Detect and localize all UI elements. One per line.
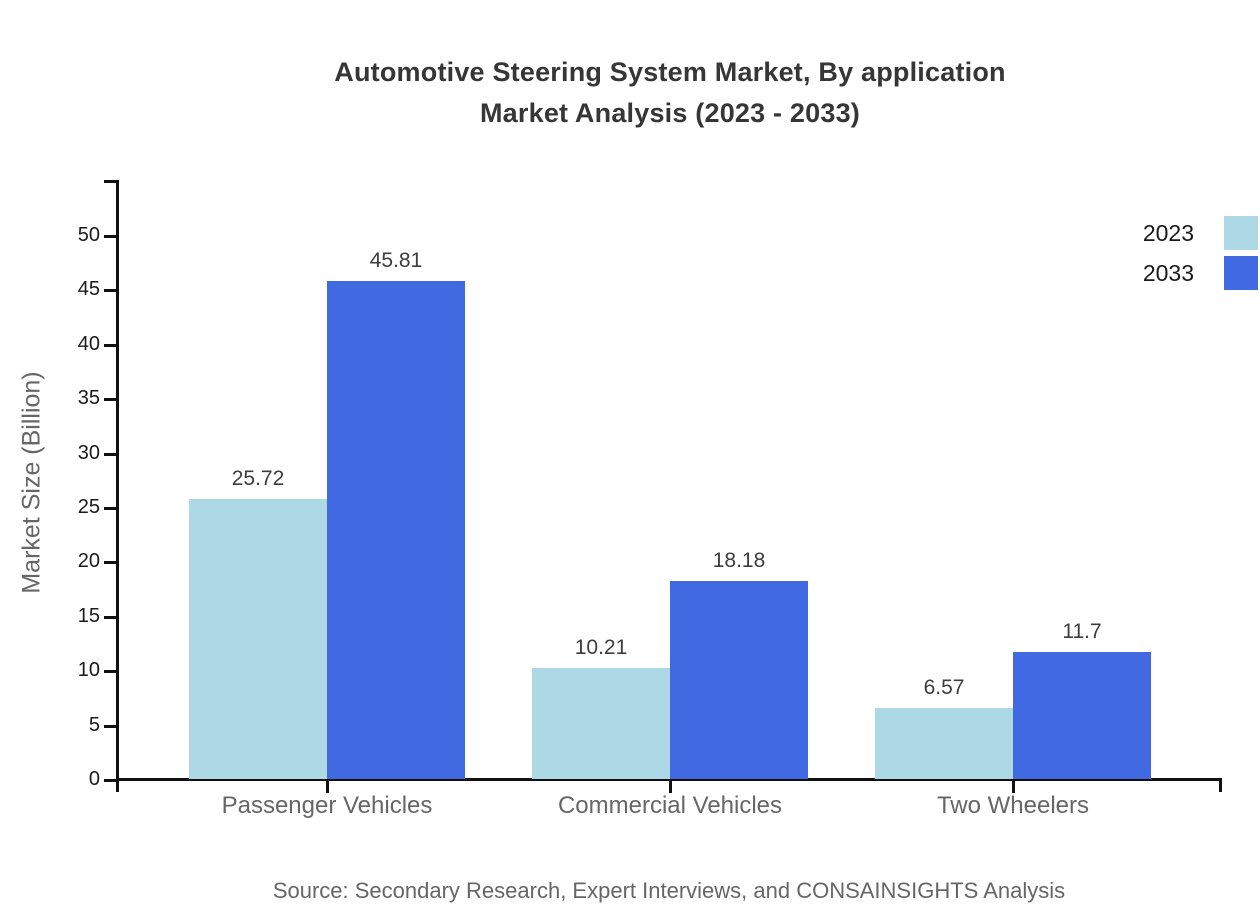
y-tick-20 (104, 561, 116, 565)
y-tick-label-35: 35 (77, 387, 100, 410)
x-tick-two-wheelers (1012, 781, 1015, 793)
x-category-label-two-wheelers: Two Wheelers (936, 792, 1090, 819)
y-axis-top-cap-icon (104, 180, 116, 183)
y-axis-line (116, 180, 119, 792)
y-tick-40 (104, 343, 116, 347)
bar-2023-two-wheelers (875, 707, 1013, 779)
y-tick-35 (104, 398, 116, 402)
legend-label-2033: 2033 (1142, 259, 1194, 286)
source-note: Source: Secondary Research, Expert Inter… (272, 878, 1066, 903)
chart-title-line1: Automotive Steering System Market, By ap… (334, 57, 1006, 87)
y-tick-label-50: 50 (77, 224, 100, 246)
y-tick-label-15: 15 (77, 604, 100, 627)
legend-swatch-2023-icon (1224, 216, 1258, 250)
y-tick-label-10: 10 (77, 659, 100, 682)
y-tick-5 (104, 724, 116, 728)
bar-value-label-2033-two-wheelers: 11.7 (1062, 619, 1102, 643)
bar-2023-commercial-vehicles (532, 667, 670, 779)
y-tick-label-40: 40 (77, 332, 100, 355)
legend-item-2033: 2033 (1143, 253, 1260, 293)
x-axis-line (116, 778, 1222, 781)
x-category-label-commercial-vehicles: Commercial Vehicles (557, 792, 783, 819)
x-tick-commercial-vehicles (669, 781, 672, 793)
bar-value-label-2023-two-wheelers: 6.57 (923, 675, 965, 699)
y-tick-45 (104, 289, 116, 293)
y-tick-label-45: 45 (77, 278, 100, 301)
chart-title-line2: Market Analysis (2023 - 2033) (479, 98, 860, 128)
y-tick-25 (104, 507, 116, 510)
y-tick-label-25: 25 (77, 496, 100, 518)
legend: 2023 2033 (1143, 213, 1260, 293)
x-category-label-passenger-vehicles: Passenger Vehicles (221, 792, 433, 819)
bar-value-label-2033-passenger-vehicles: 45.81 (369, 248, 423, 272)
x-axis-end-cap-icon (1219, 778, 1222, 792)
bar-2023-passenger-vehicles (189, 499, 327, 779)
legend-label-2023: 2023 (1142, 219, 1194, 246)
y-tick-10 (104, 670, 116, 674)
x-tick-passenger-vehicles (326, 781, 329, 793)
y-tick-label-5: 5 (88, 713, 100, 736)
y-tick-0 (104, 779, 116, 782)
legend-item-2023: 2023 (1143, 213, 1260, 253)
bar-value-label-2033-commercial-vehicles: 18.18 (712, 549, 766, 573)
bar-value-label-2023-commercial-vehicles: 10.21 (574, 635, 628, 659)
bar-2033-two-wheelers (1013, 651, 1151, 779)
y-tick-30 (104, 452, 116, 456)
y-tick-label-30: 30 (77, 441, 100, 464)
y-tick-label-0: 0 (88, 768, 100, 790)
bar-value-label-2023-passenger-vehicles: 25.72 (231, 467, 285, 491)
bar-2033-commercial-vehicles (670, 581, 808, 779)
legend-swatch-2033-icon (1224, 256, 1258, 290)
y-tick-15 (104, 615, 116, 619)
y-tick-50 (104, 235, 116, 238)
bar-2033-passenger-vehicles (327, 280, 465, 779)
chart-title: Automotive Steering System Market, By ap… (80, 52, 1260, 134)
y-tick-label-20: 20 (77, 550, 100, 573)
